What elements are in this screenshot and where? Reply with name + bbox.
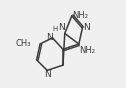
Text: NH₂: NH₂ [72,11,88,20]
Text: CH₃: CH₃ [16,40,31,48]
Text: N: N [83,23,90,32]
Text: N: N [46,33,52,42]
Text: N: N [58,23,65,32]
Text: H: H [52,26,58,32]
Text: N: N [44,70,51,79]
Text: NH₂: NH₂ [79,46,95,55]
